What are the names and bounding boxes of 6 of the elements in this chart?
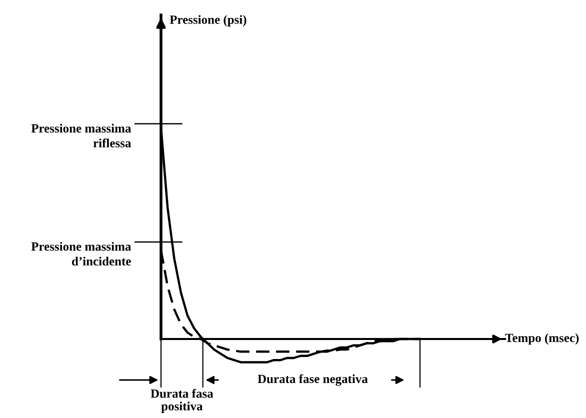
text: Durata fase negativa xyxy=(258,374,368,386)
text: Tempo (msec) xyxy=(505,333,579,345)
text: Durata fasa positiva xyxy=(150,388,214,413)
ref-line-label: Pressione massima d’incidente xyxy=(31,242,132,266)
ref-line-label: Pressione massima riflessa xyxy=(31,124,132,148)
text: Pressione (psi) xyxy=(170,15,246,26)
